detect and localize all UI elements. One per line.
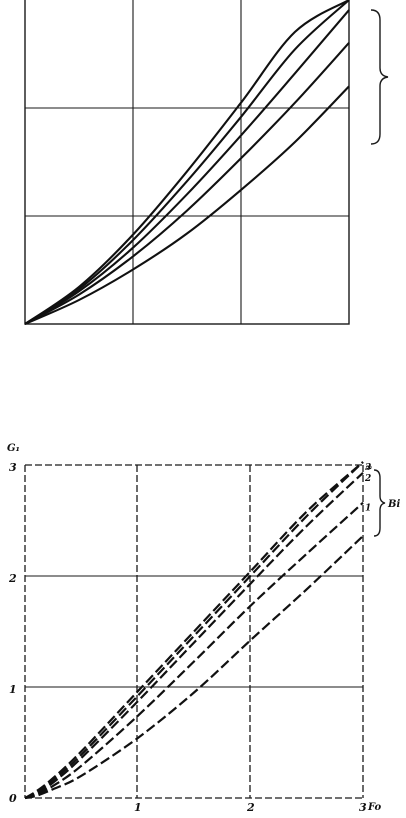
series-label-4: 1	[365, 504, 371, 514]
top-series-2	[24, 0, 350, 325]
top-plot-frame	[24, 0, 350, 325]
bi-brace	[373, 469, 386, 537]
y-tick-label-3: 3	[9, 461, 17, 474]
series-label-3: 2	[364, 474, 371, 484]
bi-brace-label: Bi	[387, 499, 400, 510]
y-tick-label-1: 1	[9, 683, 17, 696]
x-tick-label-3: 3	[359, 801, 367, 814]
top-series-5	[24, 85, 350, 325]
top-series-4	[24, 42, 350, 325]
top-series-1	[24, 0, 350, 325]
top-series-group	[24, 0, 350, 325]
top-series-3	[24, 9, 350, 325]
top-bracket	[370, 9, 389, 145]
x-tick-label-1: 1	[134, 801, 142, 814]
bottom-series-1	[24, 461, 364, 799]
bottom-series-5	[24, 535, 364, 800]
y-axis-label: G₁	[7, 443, 20, 454]
x-axis-label: Fo	[367, 802, 382, 813]
bottom-series-group	[24, 461, 364, 800]
x-tick-label-2: 2	[246, 801, 255, 814]
bottom-series-labels: ∞32 1	[364, 463, 373, 514]
y-tick-label-2: 2	[8, 572, 17, 585]
bottom-series-2	[24, 461, 364, 800]
top-chart	[24, 0, 389, 325]
series-label-2: 3	[365, 463, 371, 473]
bottom-chart: ∞321 3 2 1 0 1 2 3 G₁ Fo Bi	[7, 443, 400, 814]
bottom-series-3	[24, 471, 364, 800]
y-tick-label-0: 0	[9, 792, 17, 805]
bottom-series-4	[24, 501, 364, 800]
series-label-1: ∞	[365, 463, 373, 473]
